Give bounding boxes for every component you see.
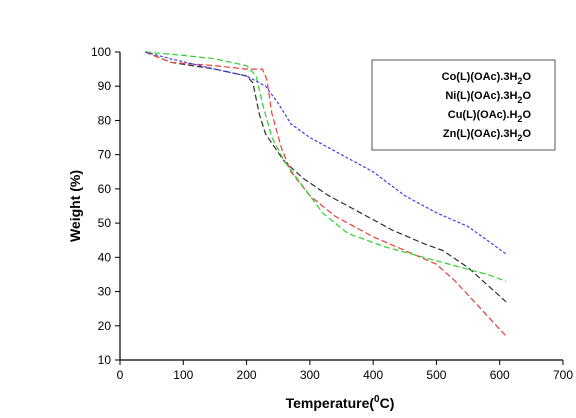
y-tick-label: 60 (98, 182, 112, 196)
x-tick-label: 0 (117, 368, 124, 382)
y-axis-ticks: 10 20 30 40 50 60 70 80 90 100 (91, 45, 120, 367)
legend-box (371, 59, 556, 151)
x-axis-title-superscript: 0 (374, 394, 380, 405)
legend-entry-label: Co(L)(OAc).3H (442, 71, 518, 83)
legend-entry-label: Cu(L)(OAc).H (448, 109, 518, 121)
legend-entry-subscript: 2 (517, 95, 522, 105)
x-tick-label: 400 (363, 368, 383, 382)
y-tick-label: 80 (98, 113, 112, 127)
x-axis-title: Temperature(0C) (286, 394, 395, 411)
legend-entry-4: Zn(L)(OAc).3H2O (443, 128, 532, 143)
series-line-4 (145, 51, 507, 255)
y-tick-label: 40 (98, 250, 112, 264)
x-tick-label: 100 (173, 368, 193, 382)
legend-entry-subscript: 2 (517, 133, 522, 143)
series-line-1 (145, 51, 507, 303)
legend-entry-tail: O (522, 109, 531, 121)
legend-entry-subscript: 2 (517, 76, 522, 86)
y-tick-label: 100 (91, 45, 111, 59)
x-tick-label: 700 (553, 368, 573, 382)
legend-entry-2: Ni(L)(OAc).3H2O (445, 90, 531, 105)
series-layer (145, 51, 507, 337)
legend-entry-tail: O (522, 71, 531, 83)
legend-entries: Co(L)(OAc).3H2ONi(L)(OAc).3H2OCu(L)(OAc)… (442, 71, 532, 143)
y-tick-label: 70 (98, 148, 112, 162)
legend-entry-tail: O (522, 128, 531, 140)
plot-frame (119, 52, 563, 361)
y-tick-label: 30 (98, 285, 112, 299)
x-tick-label: 300 (300, 368, 320, 382)
y-tick-label: 50 (98, 216, 112, 230)
y-tick-label: 90 (98, 79, 112, 93)
y-tick-label: 10 (98, 353, 112, 367)
x-axis-ticks: 0 100 200 300 400 500 600 700 (117, 360, 573, 382)
x-axis-title-tail: C) (380, 395, 395, 411)
legend-entry-label: Ni(L)(OAc).3H (445, 90, 517, 102)
y-axis-title: Weight (%) (67, 170, 83, 242)
legend-entry-3: Cu(L)(OAc).H2O (448, 109, 532, 124)
legend-entry-subscript: 2 (517, 114, 522, 124)
legend-entry-label: Zn(L)(OAc).3H (443, 128, 518, 140)
legend: Co(L)(OAc).3H2ONi(L)(OAc).3H2OCu(L)(OAc)… (371, 59, 556, 151)
x-axis-title-main: Temperature( (286, 395, 375, 411)
x-tick-label: 200 (237, 368, 257, 382)
x-tick-label: 500 (426, 368, 446, 382)
series-line-3 (145, 51, 507, 282)
y-tick-label: 20 (98, 319, 112, 333)
x-tick-label: 600 (490, 368, 510, 382)
legend-entry-tail: O (522, 90, 531, 102)
legend-entry-1: Co(L)(OAc).3H2O (442, 71, 532, 86)
